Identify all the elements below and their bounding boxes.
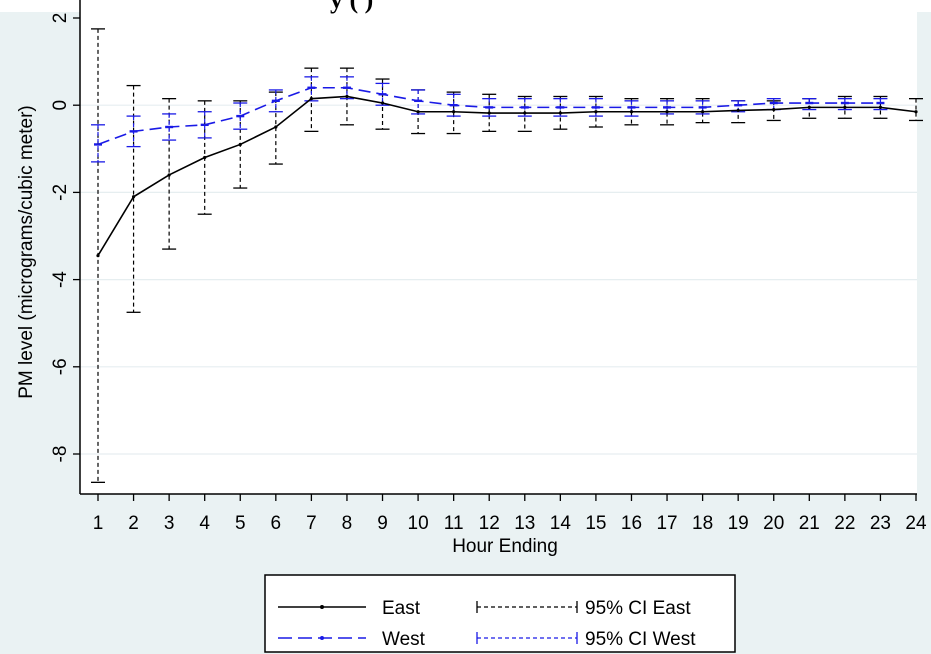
- x-tick-label: 21: [799, 513, 820, 534]
- east-point: [807, 105, 811, 109]
- x-tick-label: 19: [728, 513, 749, 534]
- east-point: [523, 111, 527, 115]
- y-axis-label: PM level (micrograms/cubic meter): [16, 105, 37, 399]
- chart-title: y ( ): [330, 0, 373, 14]
- x-tick-label: 20: [763, 513, 784, 534]
- y-tick-label: -6: [50, 358, 71, 375]
- x-tick-label: 17: [656, 513, 677, 534]
- east-point: [914, 110, 918, 114]
- legend-label: 95% CI West: [585, 629, 696, 650]
- east-point: [736, 108, 740, 113]
- x-tick-label: 1: [93, 513, 104, 534]
- y-tick-label: -2: [50, 184, 71, 201]
- legend-label: East: [382, 598, 421, 619]
- east-point: [380, 101, 385, 105]
- east-point: [701, 110, 705, 114]
- plot-region: [80, 0, 917, 494]
- x-tick-label: 9: [377, 513, 388, 534]
- x-tick-label: 5: [235, 513, 246, 534]
- x-tick-label: 6: [271, 513, 282, 534]
- x-tick-label: 22: [834, 513, 855, 534]
- x-tick-label: 24: [905, 513, 927, 534]
- y-tick-label: -4: [50, 271, 71, 288]
- east-point: [416, 110, 420, 114]
- x-tick-label: 13: [514, 513, 535, 534]
- y-tick-label: 0: [50, 100, 71, 111]
- x-tick-label: 11: [444, 513, 464, 534]
- x-tick-label: 3: [164, 513, 175, 534]
- x-tick-label: 7: [306, 513, 317, 534]
- x-tick-label: 10: [408, 513, 429, 534]
- legend-label: West: [382, 629, 426, 650]
- east-point: [345, 94, 349, 99]
- east-point: [843, 105, 847, 109]
- east-point: [487, 111, 491, 115]
- east-point: [238, 142, 242, 147]
- east-point: [167, 173, 171, 177]
- east-point: [772, 107, 776, 112]
- legend-key-marker: [320, 605, 324, 609]
- legend-label: 95% CI East: [585, 598, 691, 619]
- x-tick-label: 23: [870, 513, 891, 534]
- x-tick-label: 8: [342, 513, 353, 534]
- east-point: [452, 110, 456, 114]
- y-tick-label: -8: [50, 446, 71, 463]
- x-tick-label: 14: [550, 513, 572, 534]
- east-line: [97, 95, 917, 257]
- x-axis-label: Hour Ending: [452, 536, 558, 557]
- x-tick-label: 18: [692, 513, 713, 534]
- x-tick-label: 4: [199, 513, 210, 534]
- legend-box: [264, 574, 736, 653]
- east-point: [309, 97, 313, 101]
- east-point: [629, 110, 634, 114]
- east-point: [665, 110, 669, 114]
- east-point: [878, 105, 883, 109]
- legend-key-marker: [320, 636, 324, 640]
- east-point: [594, 110, 598, 114]
- x-tick-label: 15: [585, 513, 606, 534]
- east-point: [203, 155, 207, 160]
- east-point: [96, 254, 100, 258]
- east-point: [274, 125, 278, 129]
- east-point: [131, 195, 136, 199]
- y-tick-label: 2: [50, 13, 71, 24]
- x-tick-label: 16: [621, 513, 642, 534]
- x-tick-label: 2: [128, 513, 139, 534]
- x-tick-label: 12: [479, 513, 500, 534]
- east-point: [558, 111, 562, 115]
